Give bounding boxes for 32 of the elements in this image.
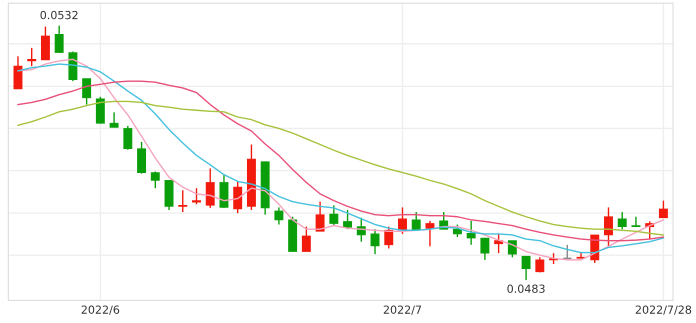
candlestick: [274, 206, 284, 226]
candlestick: [192, 187, 201, 205]
candlestick: [425, 220, 434, 248]
candlestick: [618, 211, 627, 230]
candlestick: [370, 228, 380, 255]
candlestick: [123, 125, 132, 150]
candlestick: [233, 180, 242, 214]
candlestick: [137, 141, 146, 174]
candlestick: [40, 26, 50, 61]
candlestick: [27, 47, 36, 67]
candlestick: [82, 78, 92, 106]
candlestick: [466, 220, 476, 246]
candlestick: [604, 206, 613, 248]
candlestick: [150, 170, 160, 189]
x-tick-label: 2022/6: [82, 305, 120, 315]
candlestick: [412, 211, 421, 230]
candlestick: [302, 226, 311, 252]
candlestick: [13, 56, 22, 90]
x-tick-label: 2022/7/28: [636, 305, 692, 315]
candlestick: [329, 204, 338, 226]
candlestick: [110, 112, 119, 128]
x-tick-label: 2022/7: [384, 305, 422, 315]
candlestick: [54, 24, 64, 54]
annotation: 0.0483: [507, 284, 545, 293]
candlestick: [522, 256, 531, 281]
candlestick: [398, 206, 407, 235]
candlestick: [480, 237, 490, 261]
candlestick: [316, 200, 325, 232]
annotation: 0.0532: [40, 10, 78, 20]
candlestick: [658, 200, 668, 218]
candlestick: [562, 244, 572, 260]
candlestick: [535, 256, 544, 274]
